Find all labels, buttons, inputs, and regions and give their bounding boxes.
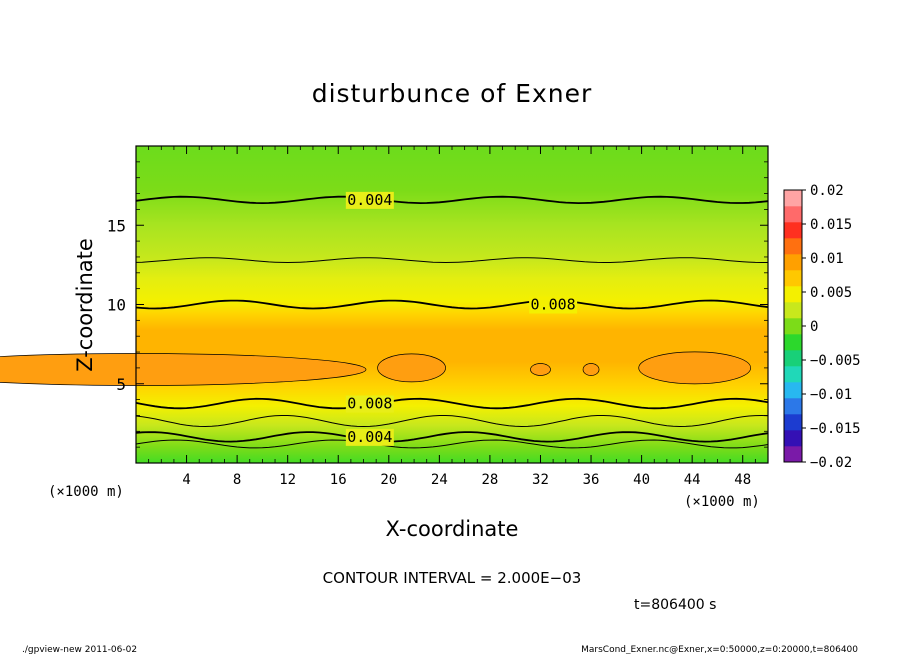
x-axis-ticks: 4 8 12 16 20 24 28 32 36 40 44 48	[148, 146, 756, 488]
x-tick-label: 8	[233, 472, 241, 488]
x-tick-label: 48	[734, 472, 751, 488]
maximum-region	[530, 363, 551, 376]
colorbar-tick-label: 0.015	[810, 217, 852, 233]
footer-left: ./gpview-new 2011-06-02	[22, 645, 137, 654]
colorbar-swatch	[784, 302, 802, 319]
contour-label-bg	[345, 395, 394, 413]
x-tick-label: 24	[431, 472, 448, 488]
y-axis-label: Z-coordinate	[73, 238, 97, 372]
y-tick-label: 10	[107, 296, 126, 315]
contour-label: 0.008	[531, 296, 576, 314]
y-axis-ticks: 5 10 15	[107, 161, 768, 448]
colorbar-tick-label: −0.02	[810, 455, 852, 471]
y-tick-label: 5	[116, 375, 126, 394]
colorbar-swatch	[784, 206, 802, 223]
colorbar-tick-label: −0.01	[810, 387, 852, 403]
contour-line	[135, 195, 769, 205]
maximum-region	[377, 353, 446, 383]
x-tick-label: 12	[279, 472, 296, 488]
colorbar-tick-label: 0.02	[810, 183, 844, 199]
contour-label: 0.008	[347, 395, 392, 413]
maximum-region	[582, 363, 600, 376]
x-tick-label: 44	[684, 472, 701, 488]
contour-lines: 0.004 0.008 0.008 0.004	[135, 191, 769, 449]
maximum-region	[638, 351, 752, 385]
contour-label: 0.004	[347, 428, 392, 446]
time-label: t=806400 s	[634, 597, 716, 613]
colorbar-tick-label: 0	[810, 319, 818, 335]
colorbar-swatch	[784, 446, 802, 463]
footer-right: MarsCond_Exner.nc@Exner,x=0:50000,z=0:20…	[581, 645, 858, 654]
chart-title: disturbunce of Exner	[312, 79, 593, 108]
contour-interval-label: CONTOUR INTERVAL = 2.000E−03	[323, 569, 582, 587]
colorbar: 0.02 0.015 0.01 0.005 0 −0.005 −0.01 −0.015 −0.0…	[783, 183, 861, 471]
colorbar-swatch	[784, 190, 802, 207]
x-tick-label: 28	[481, 472, 498, 488]
colorbar-swatch	[784, 318, 802, 335]
colorbar-swatch	[784, 238, 802, 255]
colorbar-swatch	[784, 270, 802, 287]
contour-line	[135, 299, 769, 310]
colorbar-swatch	[784, 334, 802, 351]
contour-line	[135, 431, 769, 443]
colorbar-swatch	[784, 398, 802, 415]
heatmap-background	[136, 146, 768, 463]
colorbar-swatch	[784, 430, 802, 447]
contour-line	[135, 414, 769, 428]
colorbar-swatch	[784, 414, 802, 431]
colorbar-tick-label: −0.005	[810, 353, 861, 369]
colorbar-tick-label: 0.01	[810, 251, 844, 267]
x-tick-label: 36	[583, 472, 600, 488]
x-tick-label: 40	[633, 472, 650, 488]
colorbar-swatch	[784, 286, 802, 303]
colorbar-swatch	[784, 366, 802, 383]
contour-line	[135, 397, 769, 410]
x-unit-label: (×1000 m)	[48, 484, 124, 500]
x-tick-label: 16	[330, 472, 347, 488]
colorbar-swatch	[784, 222, 802, 239]
contour-label-bg	[529, 296, 578, 314]
x-unit-label-right: (×1000 m)	[684, 494, 760, 510]
colorbar-tick-label: 0.005	[810, 285, 852, 301]
y-tick-label: 15	[107, 216, 126, 235]
contour-label-bg	[345, 191, 394, 209]
x-tick-label: 4	[182, 472, 190, 488]
colorbar-swatch	[784, 382, 802, 399]
colorbar-swatch	[784, 254, 802, 271]
contour-label: 0.004	[347, 191, 392, 209]
x-axis-label: X-coordinate	[386, 517, 519, 541]
contour-line	[135, 257, 768, 264]
contour-line	[135, 439, 769, 449]
colorbar-swatch	[784, 350, 802, 367]
colorbar-tick-label: −0.015	[810, 421, 861, 437]
contour-label-bg	[345, 428, 394, 446]
x-tick-label: 32	[532, 472, 549, 488]
x-tick-label: 20	[380, 472, 397, 488]
